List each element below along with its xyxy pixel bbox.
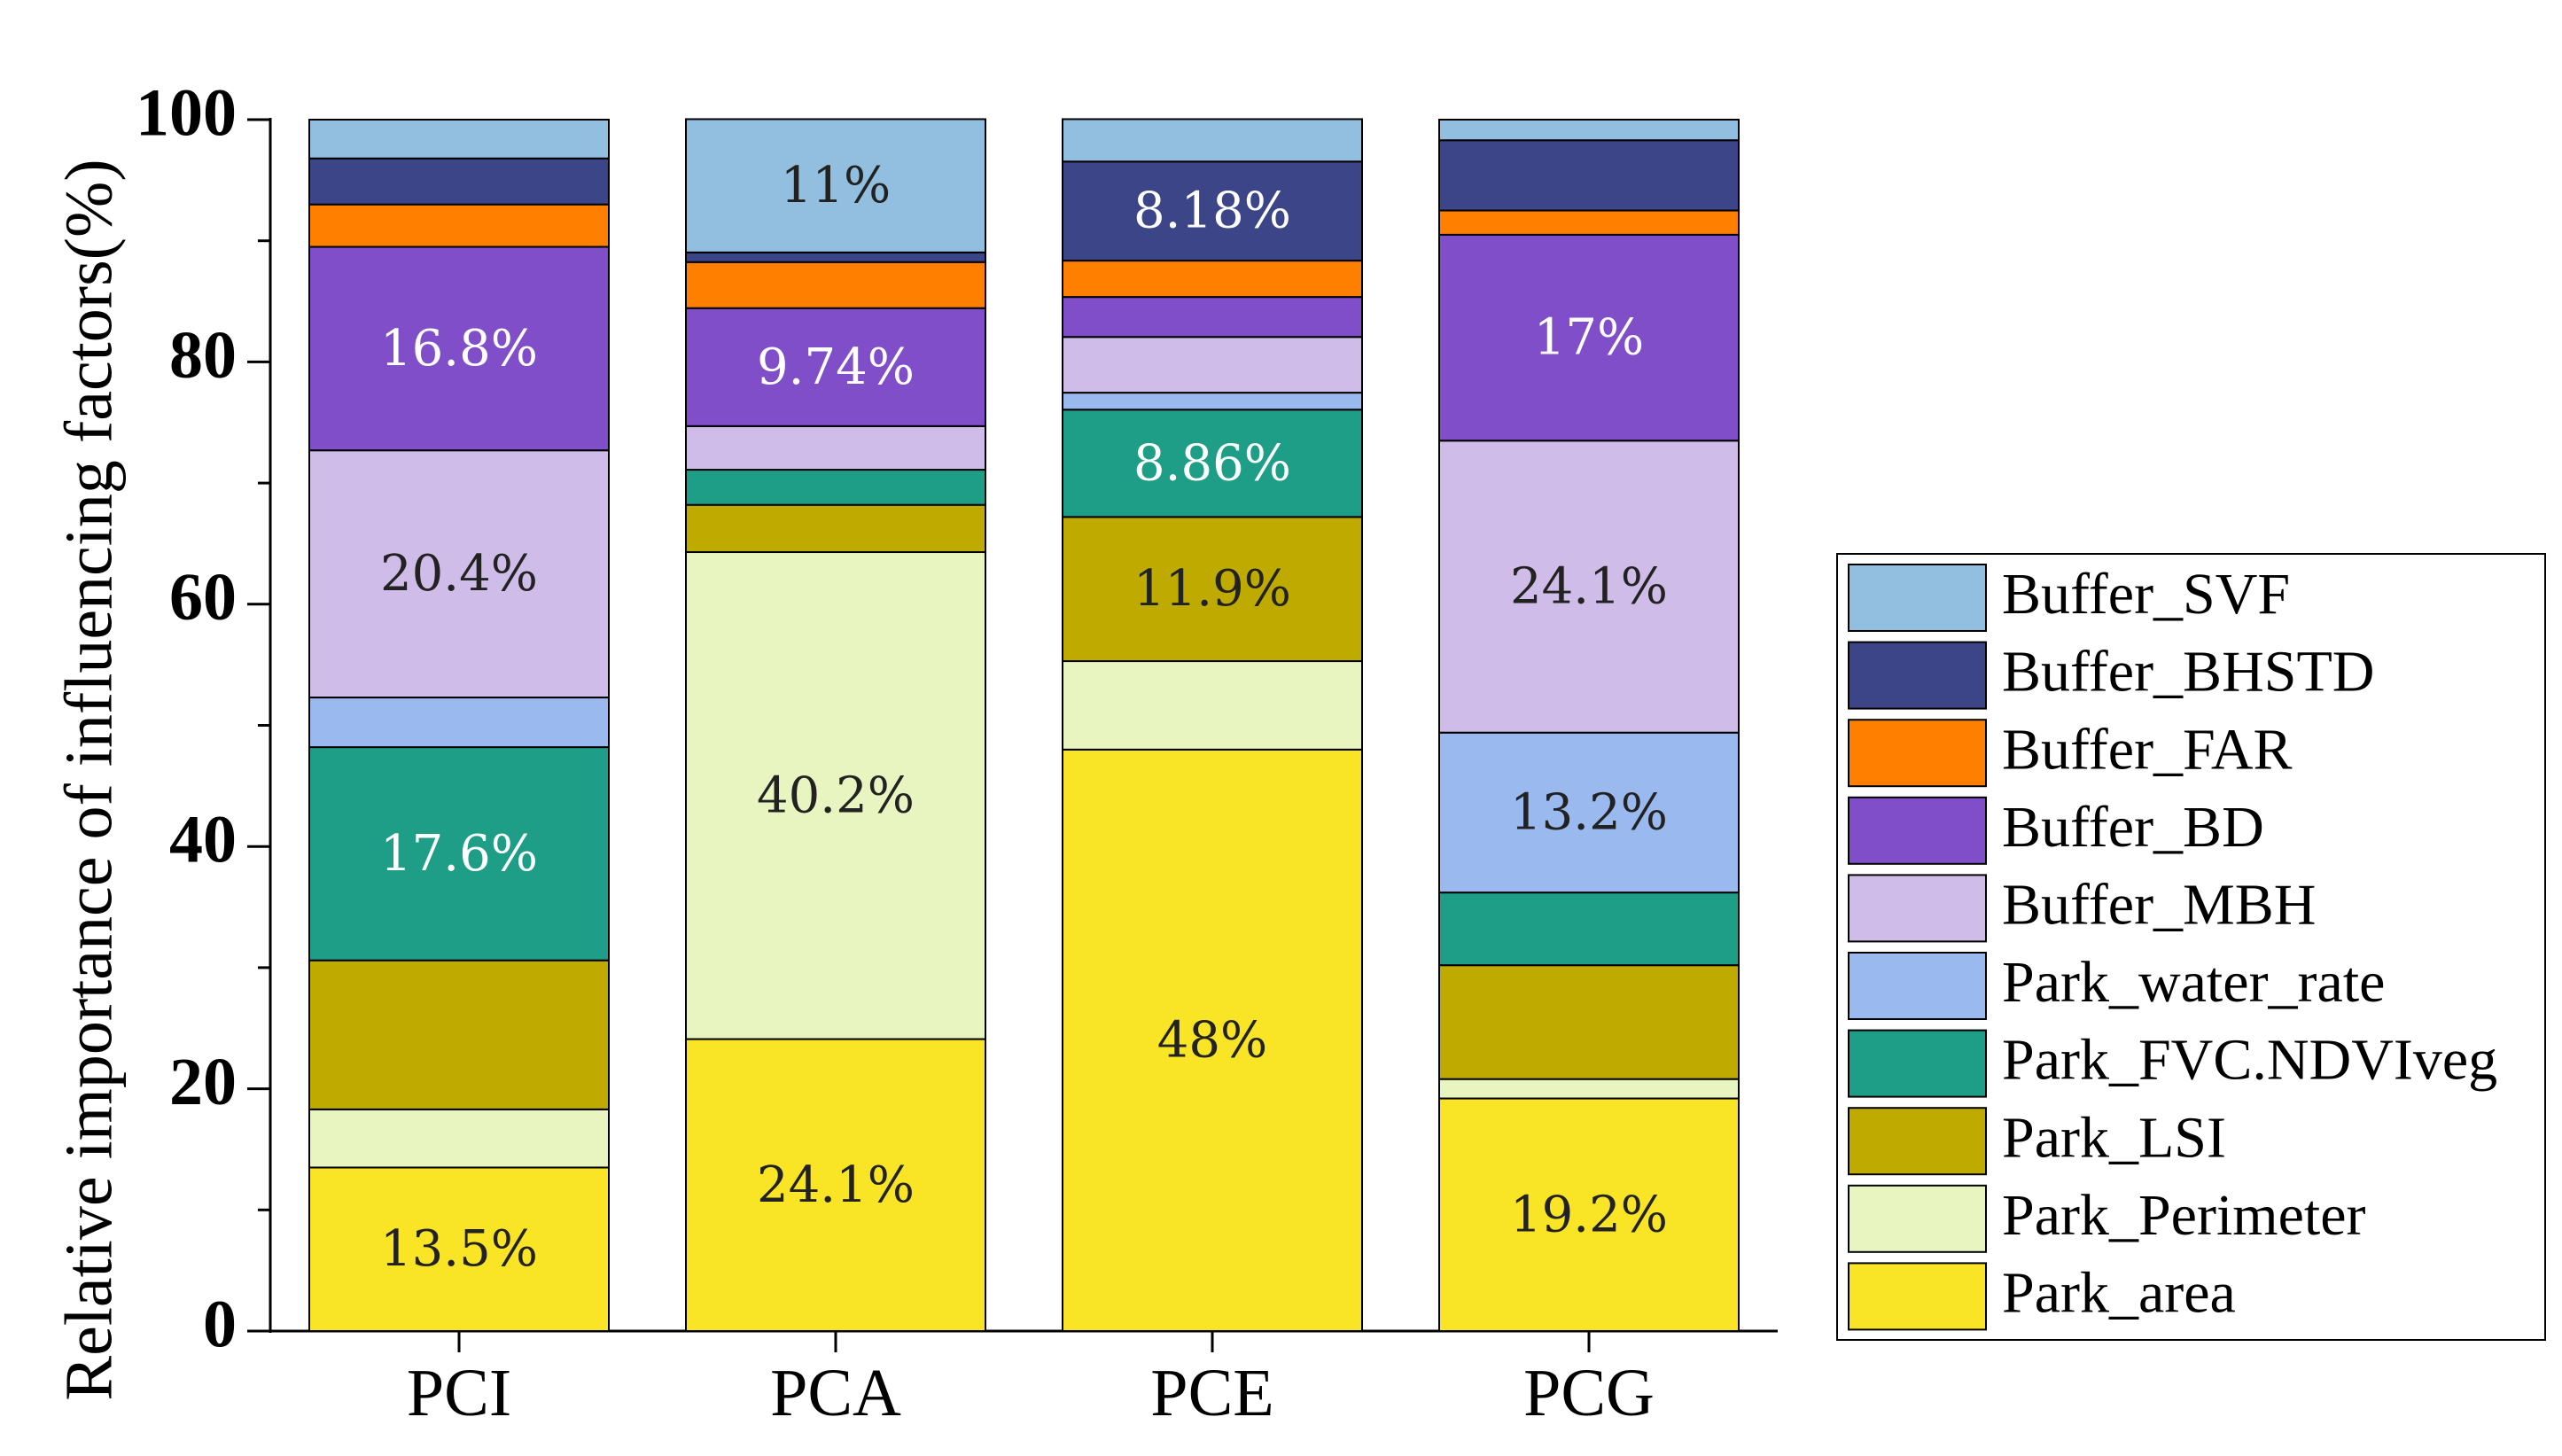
bar-pce-park-water-rate: [1062, 392, 1363, 411]
x-tick-label-pca: PCA: [770, 1356, 901, 1430]
legend-label: Park_Perimeter: [2002, 1183, 2366, 1248]
bar-pcg-buffer-mbh: [1438, 440, 1740, 734]
bar-pca-buffer-mbh: [685, 424, 986, 471]
bar-pci-buffer-svf: [308, 119, 610, 160]
bar-pci-buffer-bhstd: [308, 157, 610, 206]
bar-pci-buffer-mbh: [308, 449, 610, 699]
bar-pce-buffer-bhstd: [1062, 160, 1363, 262]
legend-label: Park_FVC.NDVIveg: [2002, 1028, 2497, 1093]
legend-label: Buffer_BHSTD: [2002, 640, 2374, 705]
data-label: 13.5%: [380, 1220, 538, 1278]
bar-pci-park-area: [308, 1166, 610, 1332]
data-label: 19.2%: [1510, 1186, 1668, 1243]
legend: Buffer_SVF Buffer_BHSTD Buffer_FAR Buffer_B…: [1836, 553, 2546, 1341]
data-label: 17.6%: [380, 825, 538, 883]
y-tick-label: 40: [169, 803, 237, 877]
data-label: 40.2%: [757, 767, 915, 824]
bar-pcg-park-area: [1438, 1097, 1740, 1332]
bar-pce-buffer-bd: [1062, 296, 1363, 339]
data-labels: 13.5% 17.6% 20.4% 16.8% 24.1% 40.2% 9.74% 11% 48…: [380, 157, 1668, 1278]
bar-pce-park-fvc-ndviveg: [1062, 409, 1363, 518]
legend-swatch: [1848, 564, 1987, 632]
x-axis: PCI PCA PCE PCG: [270, 1329, 1778, 1430]
legend-swatch: [1848, 1029, 1987, 1098]
bar-pcg-park-lsi: [1438, 964, 1740, 1080]
bar-pca-park-perimeter: [685, 551, 986, 1040]
bar-pcg-buffer-bhstd: [1438, 139, 1740, 212]
bar-pci-park-water-rate: [308, 697, 610, 749]
bar-pcg-buffer-svf: [1438, 119, 1740, 142]
bar-pce-park-lsi: [1062, 516, 1363, 663]
data-label: 8.18%: [1133, 183, 1291, 240]
legend-label: Buffer_SVF: [2002, 562, 2290, 627]
legend-label: Buffer_BD: [2002, 795, 2264, 860]
data-label: 17%: [1534, 309, 1644, 367]
bar-pca-buffer-bhstd: [685, 251, 986, 263]
data-label: 24.1%: [757, 1156, 915, 1214]
bar-pca-park-lsi: [685, 503, 986, 554]
x-tick-label-pce: PCE: [1150, 1356, 1273, 1430]
legend-swatch: [1848, 1107, 1987, 1176]
x-tick-label-pcg: PCG: [1523, 1356, 1655, 1430]
bar-pci-park-fvc-ndviveg: [308, 746, 610, 962]
legend-label: Park_water_rate: [2002, 950, 2385, 1015]
bar-pce-park-perimeter: [1062, 660, 1363, 751]
legend-label: Park_LSI: [2002, 1105, 2226, 1170]
y-tick-label: 80: [169, 318, 237, 393]
legend-swatch: [1848, 952, 1987, 1020]
bars: [308, 118, 1740, 1332]
data-label: 24.1%: [1510, 557, 1668, 615]
bar-pca-buffer-svf: [685, 118, 986, 253]
legend-swatch: [1848, 1184, 1987, 1253]
bar-pci-buffer-bd: [308, 245, 610, 452]
bar-pcg-park-fvc-ndviveg: [1438, 892, 1740, 967]
legend-swatch: [1848, 1262, 1987, 1331]
legend-label: Buffer_FAR: [2002, 717, 2293, 782]
bar-pce-buffer-far: [1062, 260, 1363, 299]
bar-pce-park-area: [1062, 748, 1363, 1332]
data-label: 9.74%: [757, 339, 915, 396]
bar-pca-park-fvc-ndviveg: [685, 469, 986, 506]
y-tick-label: 0: [203, 1287, 237, 1361]
bar-pcg-buffer-far: [1438, 209, 1740, 236]
legend-swatch: [1848, 874, 1987, 943]
bar-pce-buffer-svf: [1062, 118, 1363, 163]
data-label: 13.2%: [1510, 783, 1668, 841]
bar-pcg-buffer-bd: [1438, 233, 1740, 442]
data-label: 8.86%: [1133, 434, 1291, 492]
bar-pca-park-area: [685, 1038, 986, 1332]
legend-swatch: [1848, 641, 1987, 710]
bar-pci-park-lsi: [308, 959, 610, 1110]
data-label: 20.4%: [380, 545, 538, 603]
legend-swatch: [1848, 719, 1987, 788]
bar-pcg-park-water-rate: [1438, 731, 1740, 894]
data-label: 11.9%: [1133, 560, 1291, 618]
bar-pci-buffer-far: [308, 203, 610, 248]
x-tick-label-pci: PCI: [407, 1356, 511, 1430]
y-tick-label: 100: [136, 75, 237, 150]
y-tick-label: 60: [169, 560, 237, 635]
legend-label: Park_area: [2002, 1261, 2236, 1326]
bar-pcg-park-perimeter: [1438, 1078, 1740, 1100]
legend-label: Buffer_MBH: [2002, 873, 2316, 938]
data-label: 16.8%: [380, 320, 538, 378]
data-label: 11%: [781, 157, 891, 214]
bar-pce-buffer-mbh: [1062, 336, 1363, 394]
y-axis: 0 20 40 60 80 100: [136, 75, 272, 1361]
data-label: 48%: [1157, 1011, 1267, 1069]
y-axis-title: Relative importance of influencing facto…: [51, 159, 126, 1400]
bar-pca-buffer-far: [685, 261, 986, 309]
y-tick-label: 20: [169, 1045, 237, 1119]
legend-swatch: [1848, 796, 1987, 865]
bar-pci-park-perimeter: [308, 1108, 610, 1169]
